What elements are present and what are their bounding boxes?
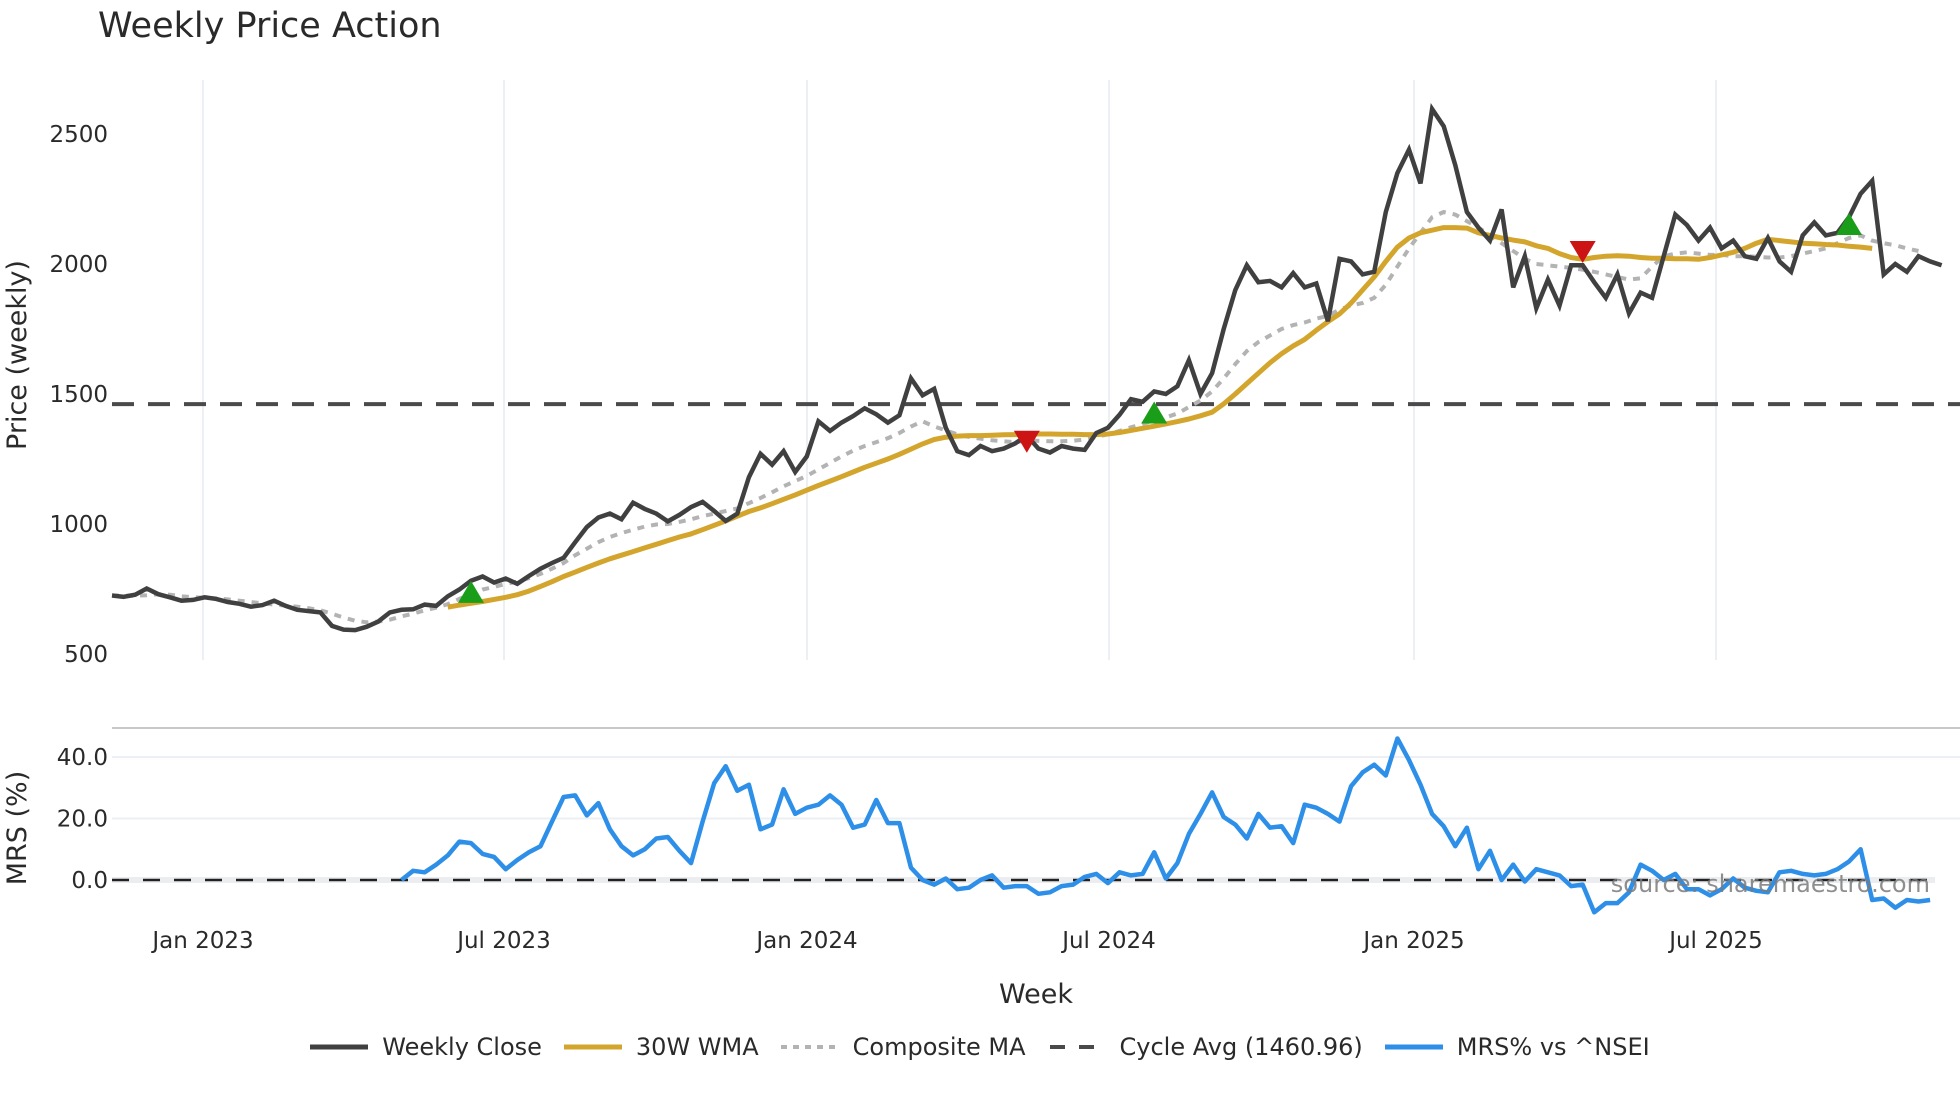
sell-signal-triangle-down-icon (1013, 430, 1040, 453)
legend-item-cycle-avg[interactable]: Cycle Avg (1460.96) (1048, 1033, 1363, 1061)
chart-canvas: 500 1000 1500 2000 2500 0.0 20.0 40.0 Jan 2023… (2, 80, 1960, 1010)
legend-label: Composite MA (852, 1033, 1026, 1061)
buy-signal-triangle-up-icon (1836, 213, 1862, 235)
dashed-line-icon (1049, 1045, 1106, 1049)
x-tick-label: Jan 2023 (150, 928, 253, 954)
x-tick-label: Jul 2023 (455, 928, 551, 954)
legend-item-composite-ma[interactable]: Composite MA (780, 1033, 1026, 1061)
x-tick-label: Jul 2024 (1060, 928, 1156, 954)
x-tick-label: Jan 2025 (1361, 928, 1464, 954)
mrs-gridlines (112, 756, 1960, 820)
mrs-line (400, 736, 1931, 915)
x-axis-ticks: Jan 2023 Jul 2023 Jan 2024 Jul 2024 Jan 2025… (150, 928, 1762, 954)
x-tick-label: Jan 2024 (754, 928, 857, 954)
vertical-gridlines (202, 80, 1717, 660)
chart-title: Weekly Price Action (98, 6, 442, 46)
source-watermark: source: sharemaestro.com (1611, 870, 1930, 898)
legend-label: Weekly Close (382, 1033, 542, 1061)
y-tick-label: 0.0 (71, 868, 108, 894)
legend-item-weekly-close[interactable]: Weekly Close (310, 1033, 542, 1061)
legend-item-mrs[interactable]: MRS% vs ^NSEI (1384, 1033, 1650, 1061)
legend-item-30w-wma[interactable]: 30W WMA (563, 1033, 759, 1061)
price-y-axis-title: Price (weekly) (2, 260, 33, 450)
y-tick-label: 20.0 (57, 807, 108, 833)
solid-line-icon (563, 1044, 622, 1050)
composite-ma-line (111, 209, 1919, 625)
y-tick-label: 500 (64, 642, 108, 668)
legend-label: Cycle Avg (1460.96) (1119, 1033, 1363, 1061)
buy-signal-triangle-up-icon (457, 580, 484, 603)
wma-line (447, 225, 1873, 610)
sell-signal-triangle-down-icon (1569, 241, 1596, 263)
solid-line-icon (310, 1044, 369, 1050)
weekly-close-line (111, 102, 1943, 633)
y-tick-label: 1500 (49, 382, 108, 408)
x-tick-label: Jul 2025 (1667, 928, 1763, 954)
legend-label: MRS% vs ^NSEI (1456, 1033, 1650, 1061)
price-y-axis-ticks: 500 1000 1500 2000 2500 (49, 122, 108, 668)
legend-label: 30W WMA (635, 1033, 759, 1061)
x-axis-title: Week (999, 979, 1073, 1010)
solid-line-icon (1384, 1044, 1443, 1050)
y-tick-label: 40.0 (57, 745, 108, 771)
y-tick-label: 1000 (49, 512, 108, 538)
y-tick-label: 2500 (49, 122, 108, 148)
signal-markers (457, 213, 1862, 603)
mrs-y-axis-ticks: 0.0 20.0 40.0 (57, 745, 108, 894)
mrs-y-axis-title: MRS (%) (2, 771, 33, 886)
y-tick-label: 2000 (49, 252, 108, 278)
dotted-line-icon (780, 1045, 839, 1049)
buy-signal-triangle-up-icon (1141, 401, 1168, 424)
legend: Weekly Close 30W WMA Composite MA Cycle … (0, 1033, 1960, 1061)
